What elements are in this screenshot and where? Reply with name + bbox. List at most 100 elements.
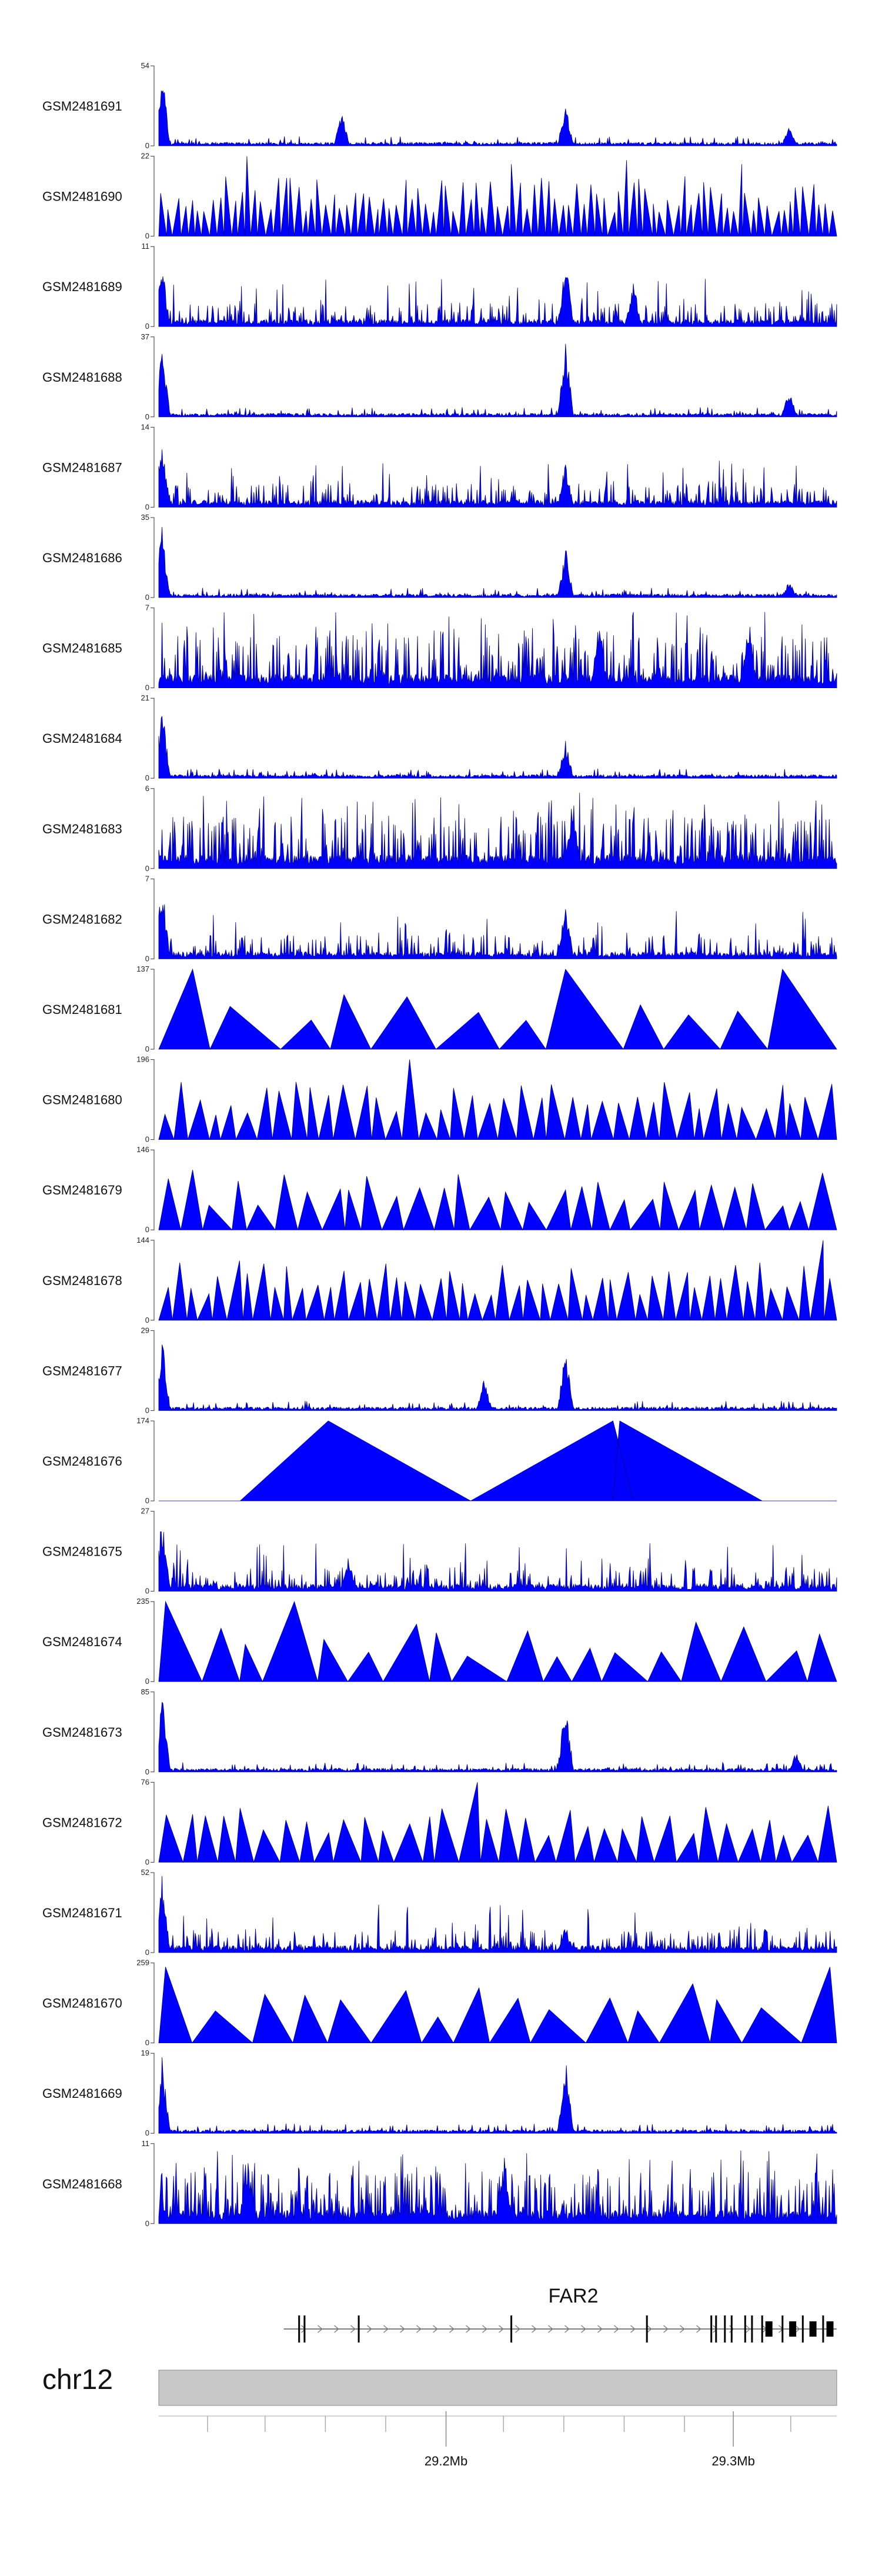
strand-arrow	[663, 2325, 669, 2333]
y-min-tick-label: 0	[145, 2219, 149, 2228]
y-axis	[151, 1781, 155, 1863]
y-axis	[151, 2053, 155, 2134]
track-GSM2481683: GSM2481683 6 0	[42, 784, 837, 873]
strand-arrow	[301, 2325, 306, 2333]
track-label: GSM2481680	[42, 1093, 122, 1107]
y-min-tick-label: 0	[145, 954, 149, 963]
coverage-area	[158, 527, 837, 598]
y-axis	[151, 698, 155, 779]
coverage-area	[158, 612, 837, 688]
track-label: GSM2481690	[42, 189, 122, 204]
y-min-tick-label: 0	[145, 1135, 149, 1144]
coverage-area	[158, 1240, 837, 1322]
track-label: GSM2481671	[42, 1906, 122, 1920]
y-axis	[151, 1872, 155, 1953]
gene-exon	[801, 2315, 804, 2343]
gene-exon	[826, 2321, 834, 2337]
y-axis	[151, 1330, 155, 1411]
y-axis	[151, 608, 155, 689]
strand-arrow	[334, 2325, 339, 2333]
gene-track: FAR2	[283, 2285, 837, 2343]
coverage-area	[159, 1420, 837, 1501]
gene-exon	[358, 2315, 360, 2343]
y-max-tick-label: 19	[141, 2048, 149, 2057]
strand-arrow	[350, 2325, 356, 2333]
track-GSM2481684: GSM2481684 21 0	[42, 693, 837, 782]
gene-exon	[715, 2315, 717, 2343]
track-label: GSM2481677	[42, 1363, 122, 1378]
strand-arrow	[597, 2325, 603, 2333]
coverage-area	[158, 1600, 837, 1683]
strand-arrow	[630, 2325, 636, 2333]
strand-arrow	[400, 2325, 405, 2333]
strand-arrow	[367, 2325, 372, 2333]
track-label: GSM2481668	[42, 2177, 122, 2191]
gene-exon	[298, 2315, 300, 2343]
strand-arrow	[746, 2325, 751, 2333]
track-GSM2481685: GSM2481685 7 0	[42, 603, 837, 692]
track-GSM2481681: GSM2481681 137 0	[42, 965, 837, 1053]
y-max-tick-label: 235	[136, 1597, 149, 1606]
y-min-tick-label: 0	[145, 1587, 149, 1596]
track-GSM2481679: GSM2481679 146 0	[42, 1145, 837, 1234]
strand-arrow	[318, 2325, 323, 2333]
track-GSM2481682: GSM2481682 7 0	[42, 874, 837, 963]
strand-arrow	[532, 2325, 537, 2333]
track-label: GSM2481686	[42, 550, 122, 565]
y-max-tick-label: 7	[145, 874, 149, 883]
y-min-tick-label: 0	[145, 1045, 149, 1053]
track-label: GSM2481672	[42, 1815, 122, 1830]
track-GSM2481671: GSM2481671 52 0	[42, 1868, 837, 1957]
y-max-tick-label: 37	[141, 332, 149, 341]
track-label: GSM2481682	[42, 912, 122, 926]
strand-arrow	[433, 2325, 438, 2333]
y-axis	[151, 969, 155, 1050]
y-max-tick-label: 137	[136, 965, 149, 973]
y-min-tick-label: 0	[145, 2128, 149, 2137]
coverage-area	[158, 343, 837, 418]
y-min-tick-label: 0	[145, 773, 149, 782]
track-label: GSM2481689	[42, 279, 122, 294]
y-max-tick-label: 14	[141, 422, 149, 431]
y-max-tick-label: 11	[142, 242, 150, 251]
track-GSM2481672: GSM2481672 76 0	[42, 1777, 837, 1866]
track-GSM2481676: GSM2481676 174 0	[42, 1416, 837, 1505]
coverage-area	[158, 1782, 837, 1863]
track-label: GSM2481683	[42, 822, 122, 836]
gene-exon	[809, 2321, 817, 2337]
track-label: GSM2481670	[42, 1996, 122, 2011]
y-min-tick-label: 0	[145, 322, 149, 331]
gene-exon	[781, 2315, 784, 2343]
coverage-area	[158, 90, 837, 146]
strand-arrow	[515, 2325, 520, 2333]
y-axis	[151, 1963, 155, 2044]
coverage-area	[158, 2057, 837, 2134]
track-GSM2481669: GSM2481669 19 0	[42, 2048, 837, 2137]
y-axis	[151, 1240, 155, 1321]
strand-arrow	[466, 2325, 471, 2333]
y-max-tick-label: 85	[141, 1687, 149, 1696]
coverage-area	[158, 1170, 837, 1231]
gene-exon	[822, 2315, 824, 2343]
y-max-tick-label: 76	[141, 1777, 149, 1786]
strand-arrow	[548, 2325, 553, 2333]
y-min-tick-label: 0	[145, 2038, 149, 2047]
ideogram-track: chr12 29.2Mb 29.3Mb	[42, 2364, 837, 2468]
coverage-area	[158, 904, 837, 959]
y-min-tick-label: 0	[145, 1316, 149, 1324]
gene-name-label: FAR2	[548, 2285, 598, 2307]
y-axis	[151, 788, 155, 869]
y-axis	[151, 1511, 155, 1592]
track-GSM2481686: GSM2481686 35 0	[42, 513, 837, 602]
track-label: GSM2481684	[42, 731, 122, 746]
chromosome-band	[158, 2370, 837, 2406]
y-max-tick-label: 22	[141, 152, 149, 161]
y-axis	[151, 1420, 155, 1501]
track-label: GSM2481687	[42, 460, 122, 475]
gene-exon	[710, 2315, 713, 2343]
y-min-tick-label: 0	[145, 1948, 149, 1957]
y-min-tick-label: 0	[145, 1767, 149, 1776]
y-axis	[151, 1691, 155, 1773]
track-label: GSM2481691	[42, 99, 122, 114]
strand-arrow	[564, 2325, 570, 2333]
